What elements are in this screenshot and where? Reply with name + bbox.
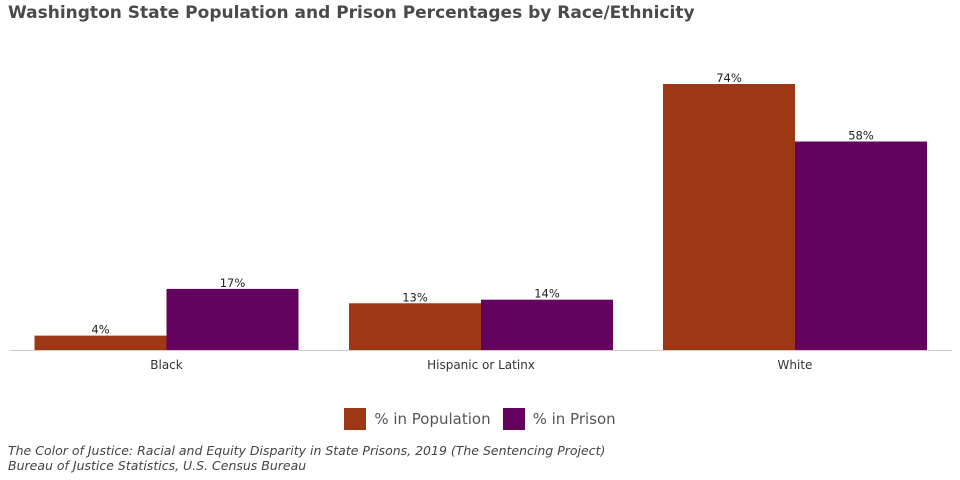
bar-prison-white xyxy=(795,141,927,350)
data-label: 13% xyxy=(402,290,428,304)
x-tick-label: Black xyxy=(150,358,183,372)
legend-item-prison: % in Prison xyxy=(502,408,616,430)
data-label: 58% xyxy=(848,129,874,143)
chart-title: Washington State Population and Prison P… xyxy=(8,3,695,23)
legend-label-prison: % in Prison xyxy=(532,410,616,428)
bar-chart: 4% 17% Black 13% 14% Hispanic or Latinx 74% 58%… xyxy=(10,71,952,372)
bar-prison-hispanic-or-latinx xyxy=(481,299,613,350)
legend: % in Population % in Prison xyxy=(0,408,960,430)
x-tick-label: White xyxy=(778,358,813,372)
source-note: The Color of Justice: Racial and Equity … xyxy=(8,443,605,473)
legend-swatch-prison xyxy=(502,408,525,430)
source-line-2: Bureau of Justice Statistics, U.S. Censu… xyxy=(8,458,307,473)
data-label: 14% xyxy=(534,287,560,301)
legend-swatch-population xyxy=(344,408,367,430)
legend-item-population: % in Population xyxy=(344,408,491,430)
legend-label-population: % in Population xyxy=(374,410,491,428)
x-tick-label: Hispanic or Latinx xyxy=(427,358,535,372)
bar-population-black xyxy=(34,335,167,350)
data-label: 17% xyxy=(220,276,246,290)
source-line-1: The Color of Justice: Racial and Equity … xyxy=(8,443,606,458)
data-label: 74% xyxy=(716,71,742,85)
data-label: 4% xyxy=(91,323,109,337)
bar-population-white xyxy=(663,84,795,350)
bar-population-hispanic-or-latinx xyxy=(349,303,481,350)
bar-prison-black xyxy=(166,288,299,350)
